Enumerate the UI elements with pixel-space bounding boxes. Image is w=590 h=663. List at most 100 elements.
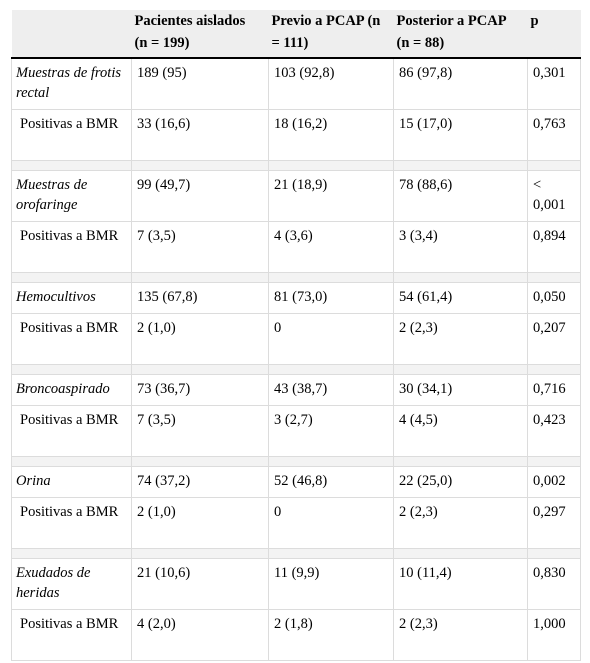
row-label: Positivas a BMR [11, 609, 132, 661]
separator-cell [527, 364, 581, 375]
separator-cell [268, 456, 394, 467]
microbiology-samples-table: Pacientes aislados (n = 199) Previo a PCAP… [11, 10, 581, 661]
row-label: Muestras de frotis rectal [11, 58, 132, 110]
value-cell: 10 (11,4) [393, 558, 528, 610]
row-label: Exudados de heridas [11, 558, 132, 610]
column-header-line2: (n = 88) [396, 35, 445, 51]
value-cell: 4 (4,5) [393, 405, 528, 457]
row-label: Positivas a BMR [11, 109, 132, 161]
value-cell: 30 (34,1) [393, 374, 528, 406]
value-cell: 21 (10,6) [131, 558, 269, 610]
value-cell: 78 (88,6) [393, 170, 528, 222]
table-header-row: Pacientes aislados (n = 199) Previo a PCAP… [11, 10, 581, 59]
separator-cell [131, 548, 269, 559]
separator-cell [131, 272, 269, 283]
separator-cell [527, 456, 581, 467]
column-header-2: Previo a PCAP (n = 111) [268, 10, 394, 59]
value-cell: 2 (2,3) [393, 609, 528, 661]
row-label: Positivas a BMR [11, 313, 132, 365]
column-header-line2: = 111) [271, 35, 309, 51]
separator-cell [11, 272, 132, 283]
value-cell: 15 (17,0) [393, 109, 528, 161]
row-label: Positivas a BMR [11, 221, 132, 273]
value-cell: 2 (1,0) [131, 313, 269, 365]
value-cell: 86 (97,8) [393, 58, 528, 110]
value-cell: 2 (1,8) [268, 609, 394, 661]
separator-cell [11, 548, 132, 559]
separator-cell [268, 160, 394, 171]
value-cell: 135 (67,8) [131, 282, 269, 314]
value-cell: 7 (3,5) [131, 221, 269, 273]
value-cell: 189 (95) [131, 58, 269, 110]
separator-cell [11, 160, 132, 171]
p-value-cell: 0,297 [527, 497, 581, 549]
separator-cell [131, 160, 269, 171]
separator-cell [11, 456, 132, 467]
separator-cell [393, 160, 528, 171]
value-cell: 7 (3,5) [131, 405, 269, 457]
value-cell: 21 (18,9) [268, 170, 394, 222]
separator-cell [268, 364, 394, 375]
bmr-positive-row: Positivas a BMR 2 (1,0) 0 2 (2,3) 0,207 [11, 313, 581, 365]
group-separator [11, 364, 581, 375]
value-cell: 11 (9,9) [268, 558, 394, 610]
separator-cell [393, 272, 528, 283]
value-cell: 0 [268, 497, 394, 549]
bmr-positive-row: Positivas a BMR 33 (16,6) 18 (16,2) 15 (17,… [11, 109, 581, 161]
separator-cell [527, 272, 581, 283]
data-table-container: Pacientes aislados (n = 199) Previo a PCAP… [11, 10, 581, 661]
column-header-3: Posterior a PCAP (n = 88) [393, 10, 528, 59]
value-cell: 3 (2,7) [268, 405, 394, 457]
group-separator [11, 272, 581, 283]
value-cell: 43 (38,7) [268, 374, 394, 406]
separator-cell [393, 548, 528, 559]
column-header-line1: Previo a PCAP (n [271, 13, 381, 29]
column-header-4: p [527, 10, 581, 59]
value-cell: 54 (61,4) [393, 282, 528, 314]
value-cell: 18 (16,2) [268, 109, 394, 161]
sample-type-row: Exudados de heridas 21 (10,6) 11 (9,9) 10 (… [11, 558, 581, 610]
value-cell: 74 (37,2) [131, 466, 269, 498]
p-value-cell: 0,301 [527, 58, 581, 110]
sample-type-row: Hemocultivos 135 (67,8) 81 (73,0) 54 (61,4)… [11, 282, 581, 314]
sample-type-row: Muestras de orofaringe 99 (49,7) 21 (18,9)… [11, 170, 581, 222]
separator-cell [268, 548, 394, 559]
value-cell: 99 (49,7) [131, 170, 269, 222]
row-label: Hemocultivos [11, 282, 132, 314]
value-cell: 2 (1,0) [131, 497, 269, 549]
sample-type-row: Orina 74 (37,2) 52 (46,8) 22 (25,0) 0,002 [11, 466, 581, 498]
p-value-cell: 0,763 [527, 109, 581, 161]
group-separator [11, 548, 581, 559]
p-value-cell: 0,830 [527, 558, 581, 610]
sample-type-row: Broncoaspirado 73 (36,7) 43 (38,7) 30 (34,1… [11, 374, 581, 406]
p-value-cell: 0,002 [527, 466, 581, 498]
value-cell: 73 (36,7) [131, 374, 269, 406]
bmr-positive-row: Positivas a BMR 7 (3,5) 3 (2,7) 4 (4,5) 0,42… [11, 405, 581, 457]
p-value-cell: 0,894 [527, 221, 581, 273]
value-cell: 0 [268, 313, 394, 365]
p-value-cell: 0,716 [527, 374, 581, 406]
column-header-line2: (n = 199) [134, 35, 190, 51]
p-value-cell: 0,050 [527, 282, 581, 314]
value-cell: 3 (3,4) [393, 221, 528, 273]
row-label: Positivas a BMR [11, 405, 132, 457]
p-value-cell: < 0,001 [527, 170, 581, 222]
value-cell: 2 (2,3) [393, 497, 528, 549]
value-cell: 52 (46,8) [268, 466, 394, 498]
p-value-cell: 1,000 [527, 609, 581, 661]
p-value-cell: 0,207 [527, 313, 581, 365]
column-header-line1: Pacientes aislados [134, 13, 246, 29]
value-cell: 2 (2,3) [393, 313, 528, 365]
group-separator [11, 160, 581, 171]
separator-cell [131, 456, 269, 467]
value-cell: 81 (73,0) [268, 282, 394, 314]
row-label: Positivas a BMR [11, 497, 132, 549]
value-cell: 4 (3,6) [268, 221, 394, 273]
sample-type-row: Muestras de frotis rectal 189 (95) 103 (92… [11, 58, 581, 110]
column-header-1: Pacientes aislados (n = 199) [131, 10, 269, 59]
separator-cell [527, 548, 581, 559]
bmr-positive-row: Positivas a BMR 7 (3,5) 4 (3,6) 3 (3,4) 0,89… [11, 221, 581, 273]
value-cell: 33 (16,6) [131, 109, 269, 161]
column-header-line1: p [530, 13, 539, 29]
separator-cell [11, 364, 132, 375]
